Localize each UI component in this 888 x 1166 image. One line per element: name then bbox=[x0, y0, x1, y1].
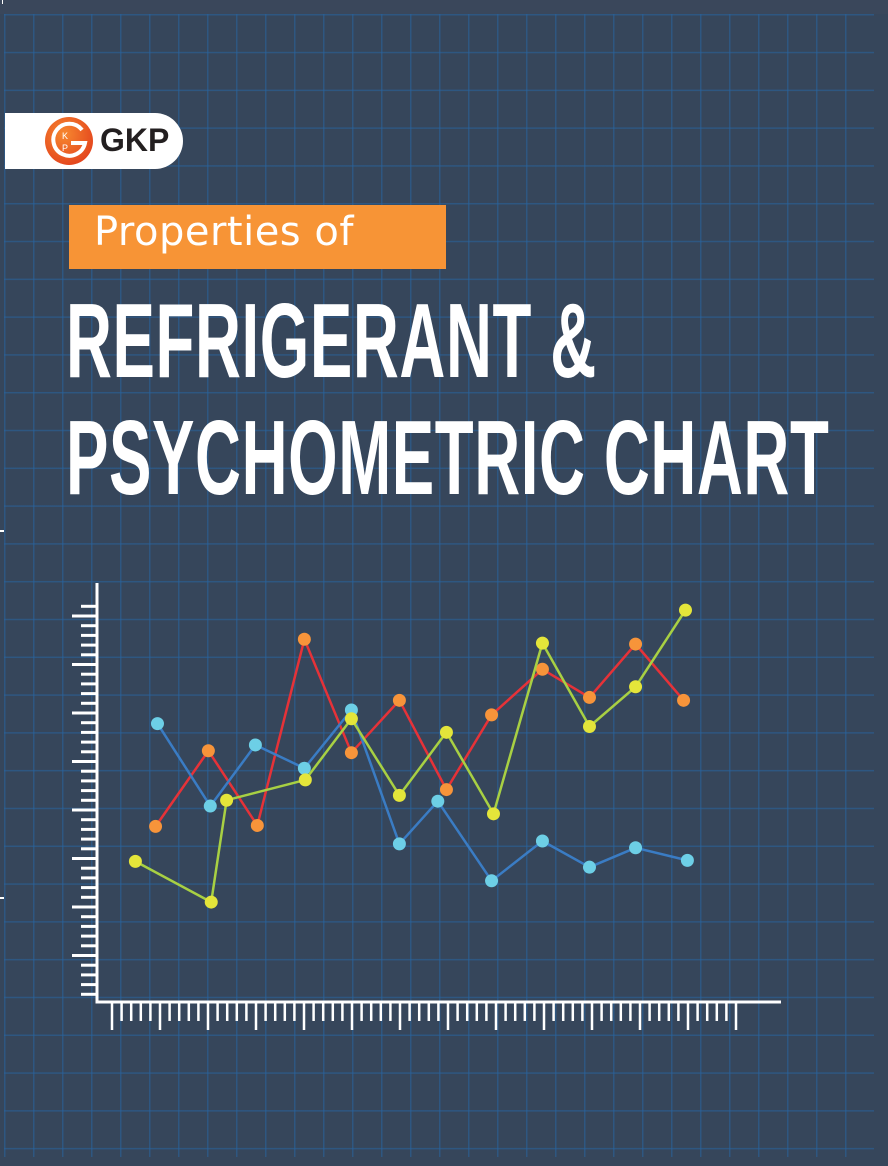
top-margin bbox=[0, 0, 888, 14]
series-orange bbox=[149, 632, 691, 833]
brand-name: GKP bbox=[100, 122, 170, 158]
series-line bbox=[134, 609, 687, 904]
data-point bbox=[535, 662, 549, 676]
data-point bbox=[485, 708, 499, 722]
data-point bbox=[678, 603, 692, 617]
chart-series bbox=[128, 603, 694, 909]
crop-mark-top bbox=[2, 0, 3, 4]
data-point bbox=[204, 895, 218, 909]
svg-text:K: K bbox=[62, 131, 68, 141]
data-point bbox=[297, 632, 311, 646]
data-point bbox=[392, 788, 406, 802]
data-point bbox=[629, 680, 643, 694]
data-point bbox=[582, 690, 596, 704]
data-point bbox=[485, 874, 499, 888]
data-point bbox=[250, 818, 264, 832]
crop-mark-left-upper bbox=[0, 530, 4, 532]
data-point bbox=[149, 819, 163, 833]
data-point bbox=[582, 860, 596, 874]
background-grid bbox=[4, 14, 874, 1157]
data-point bbox=[486, 807, 500, 821]
title-line-1: REFRIGERANT & bbox=[66, 282, 597, 400]
series-line bbox=[156, 708, 688, 883]
data-point bbox=[392, 837, 406, 851]
data-point bbox=[128, 854, 142, 868]
data-point bbox=[582, 720, 596, 734]
data-point bbox=[392, 693, 406, 707]
chart-axes bbox=[72, 583, 781, 1030]
data-point bbox=[439, 783, 453, 797]
data-point bbox=[248, 738, 262, 752]
series-cyan bbox=[150, 703, 694, 888]
subtitle: Properties of bbox=[94, 209, 354, 255]
gkp-logo-icon: K P bbox=[45, 117, 93, 165]
data-point bbox=[680, 853, 694, 867]
data-point bbox=[629, 841, 643, 855]
subtitle-banner: Properties of bbox=[69, 205, 446, 269]
data-point bbox=[298, 773, 312, 787]
series-yellow bbox=[128, 603, 692, 909]
series-line bbox=[154, 637, 685, 828]
data-point bbox=[535, 636, 549, 650]
data-point bbox=[203, 799, 217, 813]
data-point bbox=[431, 794, 445, 808]
data-point bbox=[535, 834, 549, 848]
data-point bbox=[677, 693, 691, 707]
data-point bbox=[629, 637, 643, 651]
svg-text:P: P bbox=[62, 143, 68, 153]
data-point bbox=[201, 744, 215, 758]
data-point bbox=[150, 717, 164, 731]
title-line-2: PSYCHOMETRIC CHART bbox=[66, 399, 830, 517]
data-point bbox=[344, 746, 358, 760]
data-point bbox=[344, 712, 358, 726]
data-point bbox=[297, 761, 311, 775]
crop-mark-left-lower bbox=[0, 897, 4, 899]
data-point bbox=[220, 793, 234, 807]
data-point bbox=[439, 725, 453, 739]
brand-banner: K P GKP bbox=[5, 113, 183, 169]
